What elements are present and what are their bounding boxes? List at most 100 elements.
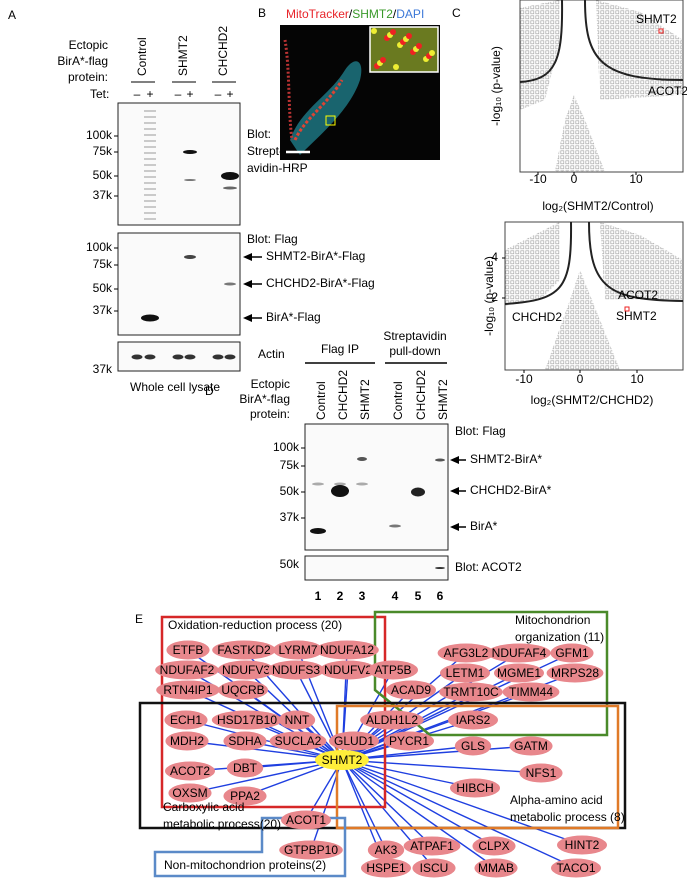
gene-label: AK3 (375, 843, 398, 857)
gene-label: AFG3L2 (444, 646, 489, 660)
band (184, 179, 196, 181)
tet-sign: + (226, 87, 233, 101)
gene-label: ACOT2 (170, 764, 210, 778)
y-tick-label: 4 (491, 250, 498, 264)
gene-label: ECH1 (170, 713, 202, 727)
band-label: BirA* (470, 519, 498, 533)
lane-label: CHCHD2 (336, 370, 350, 420)
y-tick-label: 2 (491, 290, 498, 304)
gene-label: OXSM (172, 786, 207, 800)
gene-node (474, 858, 518, 878)
gene-node (164, 710, 208, 730)
ladder-label: 37k (93, 303, 113, 317)
gene-label: NDUFA12 (320, 643, 374, 657)
cell (290, 61, 362, 155)
gene-node (437, 643, 495, 663)
gene-node (450, 778, 500, 798)
x-tick-label: -10 (515, 372, 533, 386)
gene-node (487, 643, 551, 663)
ladder-label: 100k (273, 440, 300, 454)
band-label: CHCHD2-BirA*-Flag (266, 276, 375, 290)
arrow-head (243, 280, 252, 288)
lane-label: SHMT2 (358, 379, 372, 420)
inset-dot (390, 29, 396, 35)
inset-dot (416, 43, 422, 49)
gene-label: TIMM44 (509, 685, 553, 699)
gene-label: NDUFS3 (272, 663, 320, 677)
gene-label: UQCRB (221, 683, 264, 697)
band (223, 186, 237, 190)
gene-node (218, 680, 268, 700)
blot-label: Blot: Flag (247, 232, 298, 246)
gene-node (279, 840, 343, 860)
band (183, 150, 197, 154)
inset-dot (406, 33, 412, 39)
highlight-point (658, 28, 664, 34)
blot-frame (117, 102, 241, 226)
lane-number: 6 (437, 589, 444, 603)
smear (144, 206, 156, 208)
band (435, 567, 445, 569)
ectopic-label: protein: (68, 70, 108, 84)
gene-label: SDHA (228, 734, 261, 748)
title-part: DAPI (396, 7, 424, 21)
gene-label: PYCR1 (389, 734, 429, 748)
smear (144, 152, 156, 154)
gene-node (412, 858, 456, 878)
arrow-head (450, 487, 459, 495)
ladder-label: 37k (93, 188, 113, 202)
gene-label: ATPAF1 (410, 839, 454, 853)
ladder-label: 50k (280, 484, 300, 498)
gene-node (360, 710, 424, 730)
caption: Whole cell lysate (130, 380, 220, 394)
group-box (153, 816, 347, 878)
smear (144, 140, 156, 142)
gene-label: PPA2 (230, 789, 260, 803)
point-label: SHMT2 (636, 12, 677, 26)
arrow-head (450, 523, 459, 531)
blot-label: Blot: Flag (455, 424, 506, 438)
gene-label: ISCU (420, 861, 449, 875)
gene-node (519, 763, 563, 783)
gene-node (439, 682, 503, 702)
ectopic-label: BirA*-flag (57, 54, 108, 68)
gene-node (403, 836, 461, 856)
threshold-curve (588, 221, 684, 302)
rule (341, 759, 583, 846)
gene-node (281, 810, 331, 830)
ladder-label: 100k (86, 128, 113, 142)
band-label: SHMT2-BirA*-Flag (266, 249, 365, 263)
gene-node (155, 660, 219, 680)
band (131, 354, 143, 360)
band (144, 354, 156, 360)
blot-label: Blot: ACOT2 (455, 560, 522, 574)
highlight-point (624, 306, 630, 312)
gene-node (361, 858, 411, 878)
group-label: Non-mitochondrion proteins(2) (164, 858, 326, 872)
inset-dot (429, 50, 435, 56)
gene-label: LYRM7 (278, 643, 317, 657)
gene-label: GTPBP10 (284, 843, 338, 857)
gene-label: NFS1 (526, 766, 557, 780)
band (212, 354, 224, 360)
gene-label: NDUFV2 (324, 663, 372, 677)
gene-node (448, 710, 498, 730)
rule (341, 759, 542, 774)
band (224, 282, 236, 286)
smear (144, 200, 156, 202)
band (331, 485, 349, 497)
ectopic-label: Ectopic (251, 377, 290, 391)
tet-sign: + (146, 87, 153, 101)
smear (144, 134, 156, 136)
gene-node (168, 783, 212, 803)
gene-node (386, 680, 436, 700)
gene-node (217, 660, 275, 680)
gene-node (267, 660, 325, 680)
lane-label: Control (391, 381, 405, 420)
group-label: Streptavidin (383, 329, 446, 343)
gene-label: MMAB (478, 861, 514, 875)
rule (341, 759, 495, 847)
rule (341, 759, 577, 869)
gene-label: NDUFAF2 (160, 663, 215, 677)
